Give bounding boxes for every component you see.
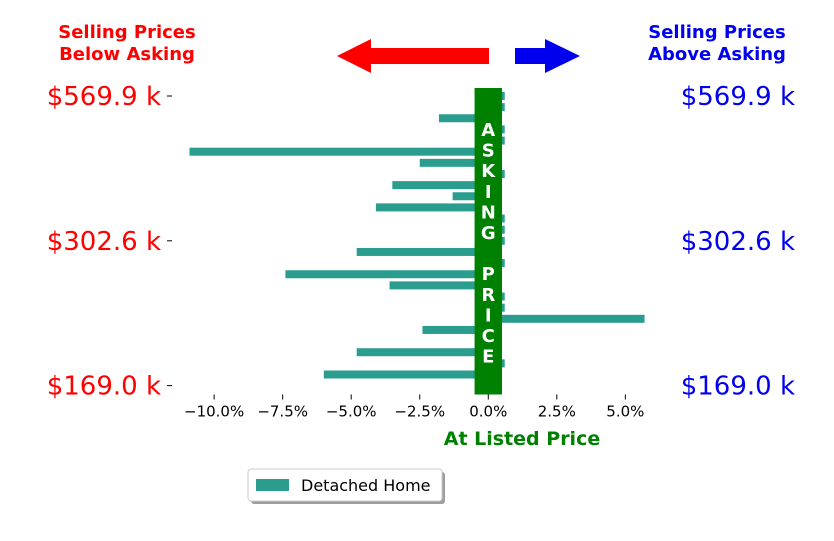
band-letter: P — [482, 264, 495, 285]
y-axis-left: $569.9 k $302.6 k $169.0 k — [47, 82, 172, 402]
y-tick-label-right: $302.6 k — [681, 227, 795, 257]
bar — [323, 370, 489, 379]
x-tick-label: −5.0% — [326, 403, 377, 421]
legend-swatch — [256, 479, 289, 491]
headers: Selling Prices Below Asking Selling Pric… — [58, 22, 786, 65]
x-axis-label: At Listed Price — [444, 428, 600, 450]
bar — [285, 270, 489, 279]
header-left-line-2: Below Asking — [59, 44, 195, 65]
x-tick-label: 0.0% — [469, 403, 507, 421]
bar — [392, 181, 489, 190]
legend-box — [247, 468, 443, 502]
bar — [488, 314, 645, 323]
header-left-line-1: Selling Prices — [58, 22, 195, 43]
y-tick-label-right: $569.9 k — [681, 82, 795, 112]
bar — [419, 158, 489, 167]
legend: Detached Home — [247, 468, 445, 504]
right-arrow — [515, 39, 580, 73]
y-tick-label-left: $302.6 k — [47, 227, 161, 257]
band-letter: E — [482, 347, 494, 368]
bar — [356, 247, 489, 256]
x-tick-label: −2.5% — [394, 403, 445, 421]
asking-price-band-rect — [474, 88, 502, 395]
bar — [452, 192, 489, 201]
header-right-line-2: Above Asking — [648, 44, 786, 65]
header-right-line-1: Selling Prices — [648, 22, 785, 43]
bar — [438, 114, 489, 123]
band-letter: C — [482, 326, 495, 347]
band-letter: A — [481, 120, 495, 141]
y-axis-right: $569.9 k $302.6 k $169.0 k — [681, 82, 795, 402]
legend-label: Detached Home — [301, 476, 431, 495]
y-tick-label-right: $169.0 k — [681, 372, 795, 402]
x-tick-label: −10.0% — [184, 403, 244, 421]
bar — [375, 203, 489, 212]
y-tick-label-left: $169.0 k — [47, 372, 161, 402]
x-tick-label: 5.0% — [606, 403, 644, 421]
x-tick-label: −7.5% — [257, 403, 308, 421]
band-letter: I — [485, 305, 492, 326]
left-arrow — [337, 39, 489, 73]
band-letter: R — [481, 285, 495, 306]
band-letter: N — [481, 202, 496, 223]
y-tick-label-left: $569.9 k — [47, 82, 161, 112]
band-letter: I — [485, 182, 492, 203]
band-letter: S — [482, 141, 495, 162]
direction-arrows — [337, 39, 580, 73]
band-letter: K — [481, 161, 496, 182]
bar — [356, 348, 489, 357]
x-tick-label: 2.5% — [538, 403, 576, 421]
band-letter: G — [481, 223, 496, 244]
x-axis: −10.0% −7.5% −5.0% −2.5% 0.0% 2.5% 5.0% — [184, 394, 644, 421]
bar — [189, 147, 489, 156]
bar — [422, 325, 489, 334]
bar — [389, 281, 489, 290]
bar-series — [189, 92, 645, 379]
